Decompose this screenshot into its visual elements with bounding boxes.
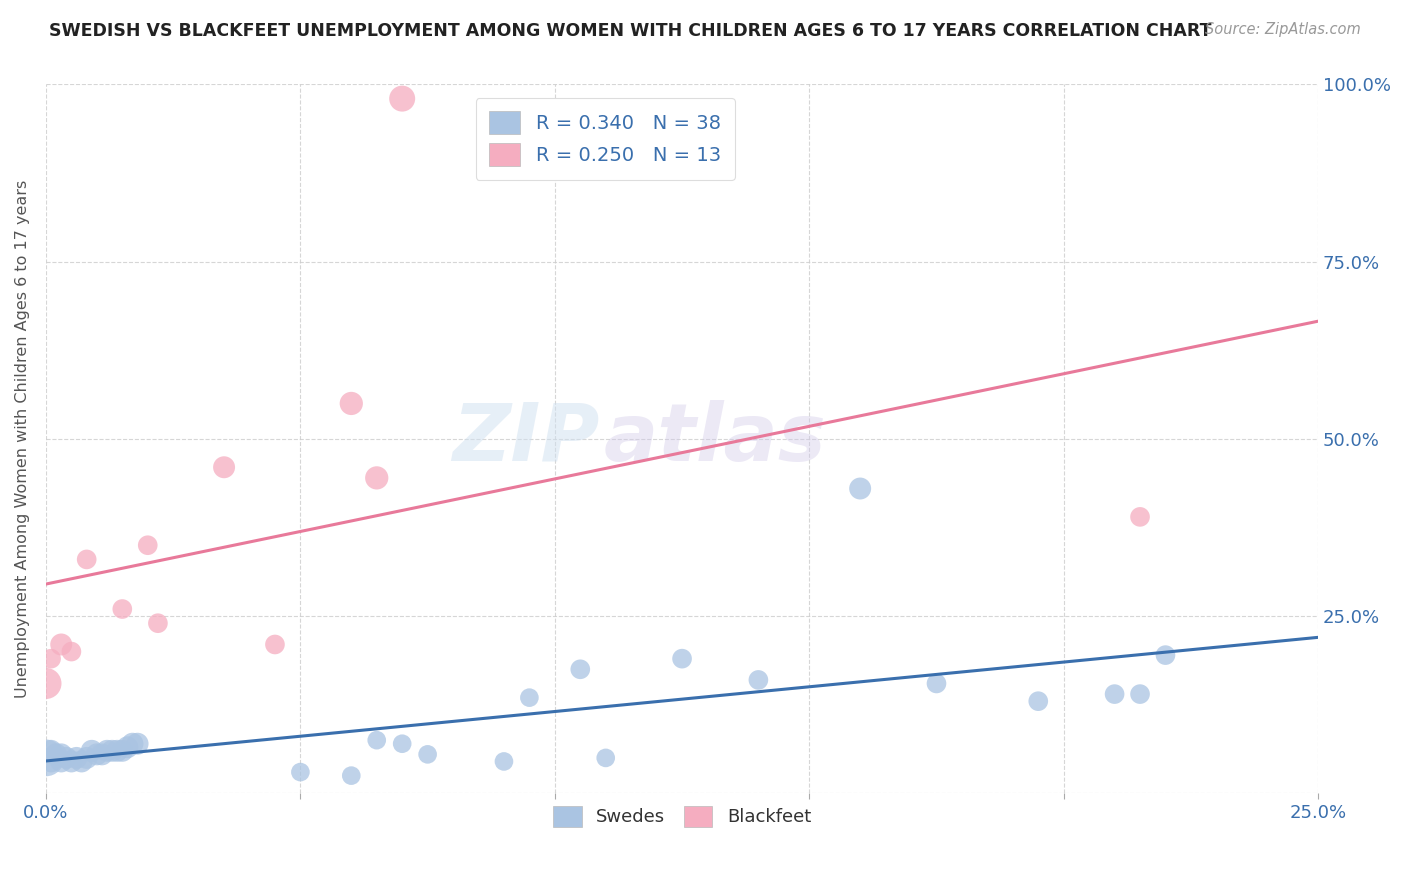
- Point: [416, 747, 439, 762]
- Point: [101, 744, 124, 758]
- Point: [492, 755, 515, 769]
- Point: [39, 744, 62, 758]
- Point: [96, 744, 118, 758]
- Point: [55, 751, 77, 765]
- Point: [111, 602, 134, 616]
- Point: [111, 744, 134, 758]
- Point: [1129, 687, 1152, 701]
- Point: [86, 747, 108, 762]
- Point: [146, 616, 169, 631]
- Legend: Swedes, Blackfeet: Swedes, Blackfeet: [546, 798, 818, 834]
- Point: [340, 396, 363, 410]
- Text: ZIP: ZIP: [451, 400, 599, 478]
- Point: [60, 755, 83, 769]
- Point: [1154, 648, 1177, 662]
- Point: [340, 769, 363, 783]
- Text: Source: ZipAtlas.com: Source: ZipAtlas.com: [1205, 22, 1361, 37]
- Point: [60, 644, 83, 658]
- Text: atlas: atlas: [603, 400, 825, 478]
- Point: [595, 751, 617, 765]
- Point: [51, 638, 73, 652]
- Point: [1026, 694, 1049, 708]
- Point: [39, 755, 62, 769]
- Point: [1129, 509, 1152, 524]
- Point: [76, 552, 98, 566]
- Point: [51, 755, 73, 769]
- Point: [45, 747, 67, 762]
- Point: [39, 651, 62, 665]
- Point: [136, 538, 159, 552]
- Text: SWEDISH VS BLACKFEET UNEMPLOYMENT AMONG WOMEN WITH CHILDREN AGES 6 TO 17 YEARS C: SWEDISH VS BLACKFEET UNEMPLOYMENT AMONG …: [49, 22, 1212, 40]
- Y-axis label: Unemployment Among Women with Children Ages 6 to 17 years: Unemployment Among Women with Children A…: [15, 180, 30, 698]
- Point: [391, 92, 413, 106]
- Point: [80, 744, 103, 758]
- Point: [35, 676, 58, 690]
- Point: [849, 482, 872, 496]
- Point: [366, 733, 388, 747]
- Point: [366, 471, 388, 485]
- Point: [925, 676, 948, 690]
- Point: [76, 751, 98, 765]
- Point: [290, 765, 312, 780]
- Point: [1104, 687, 1126, 701]
- Point: [70, 755, 93, 769]
- Point: [51, 747, 73, 762]
- Point: [264, 638, 287, 652]
- Point: [127, 737, 149, 751]
- Point: [747, 673, 769, 687]
- Point: [117, 740, 139, 755]
- Point: [91, 747, 114, 762]
- Point: [105, 744, 128, 758]
- Point: [391, 737, 413, 751]
- Point: [519, 690, 541, 705]
- Point: [65, 751, 87, 765]
- Point: [121, 737, 143, 751]
- Point: [35, 751, 58, 765]
- Point: [671, 651, 693, 665]
- Point: [569, 662, 592, 676]
- Point: [212, 460, 235, 475]
